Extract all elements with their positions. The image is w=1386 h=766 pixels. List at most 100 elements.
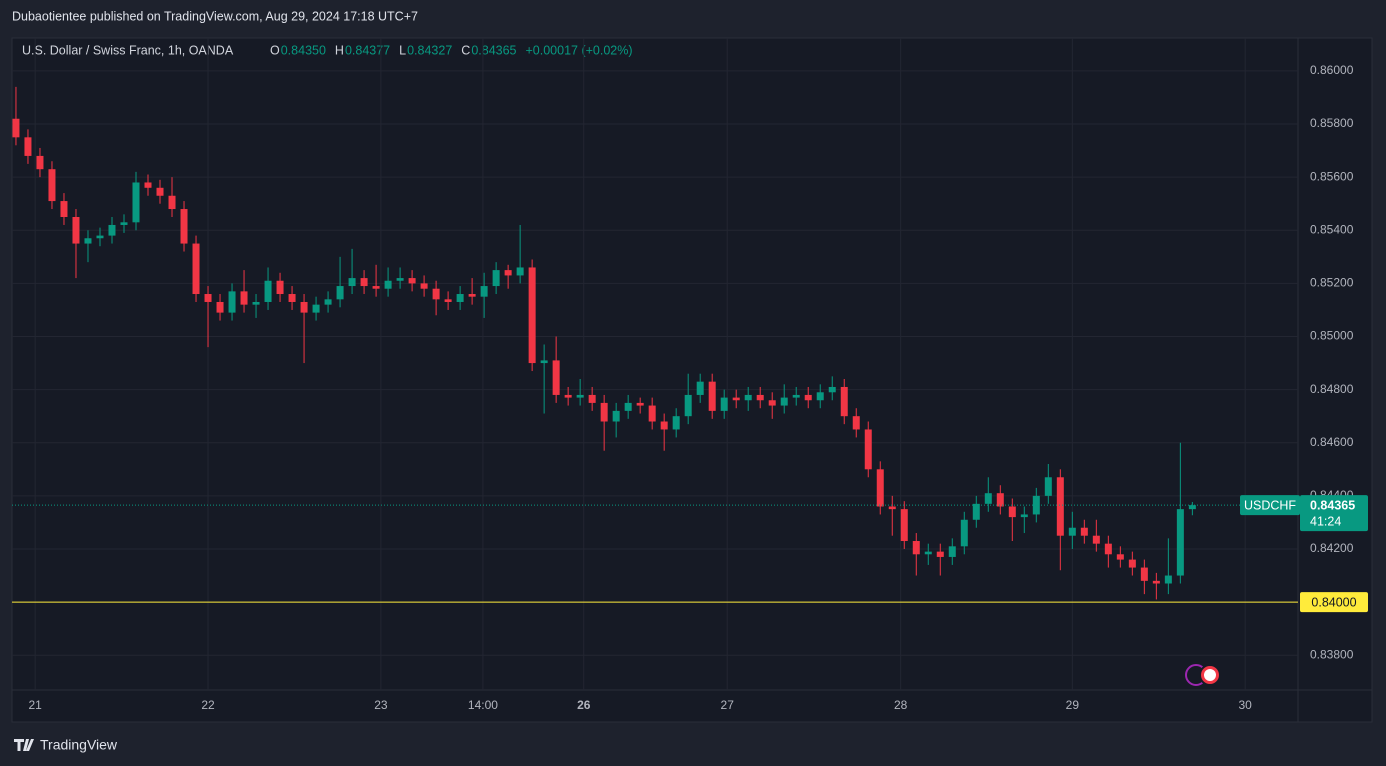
candle-body (252, 301, 260, 305)
y-tick-label: 0.83800 (1310, 647, 1354, 661)
candle-body (312, 304, 320, 313)
candle-body (360, 278, 368, 287)
candle-body (276, 280, 284, 295)
candle-body (1140, 567, 1148, 581)
y-tick-label: 0.84600 (1310, 435, 1354, 449)
y-tick-label: 0.86000 (1310, 63, 1354, 77)
candle-body (972, 503, 980, 520)
candle-body (792, 394, 800, 398)
candle-body (876, 469, 884, 507)
y-tick-label: 0.85400 (1310, 222, 1354, 236)
candle-body (1092, 535, 1100, 544)
x-tick-label: 22 (201, 698, 215, 712)
candle-body (756, 394, 764, 401)
candle-body (156, 187, 164, 196)
candle-body (264, 280, 272, 302)
candle-body (900, 509, 908, 542)
candle-body (60, 201, 68, 218)
last-price-label: 0.84365 (1310, 498, 1355, 512)
candle-body (708, 381, 716, 411)
candle-body (1128, 559, 1136, 568)
candle-body (804, 394, 812, 401)
candle-body (828, 386, 836, 393)
candle-body (108, 224, 116, 236)
symbol-label: USDCHF (1244, 498, 1296, 512)
candle-body (228, 291, 236, 313)
candle-body (600, 402, 608, 422)
candle-body (648, 405, 656, 422)
candle-body (624, 402, 632, 411)
candle-body (1188, 505, 1196, 510)
candle-body (180, 209, 188, 244)
candle-body (564, 394, 572, 398)
candle-body (468, 294, 476, 297)
legend-key: H (335, 43, 344, 57)
candle-body (372, 286, 380, 289)
candle-body (528, 267, 536, 364)
legend-key: C (461, 43, 470, 57)
candle-body (744, 394, 752, 401)
chart-panel (11, 37, 1373, 723)
candle-body (432, 288, 440, 300)
candle-body (1080, 527, 1088, 536)
candle-body (1176, 509, 1184, 576)
y-tick-label: 0.84800 (1310, 382, 1354, 396)
chart-title: U.S. Dollar / Swiss Franc, 1h, OANDA (22, 43, 234, 57)
candle-body (24, 137, 32, 156)
legend-key: L (399, 43, 406, 57)
x-tick-label: 21 (28, 698, 42, 712)
candle-body (612, 410, 620, 422)
candle-body (1032, 495, 1040, 515)
candle-body (636, 402, 644, 406)
candle-body (120, 222, 128, 225)
candle-body (420, 283, 428, 289)
candle-body (948, 546, 956, 557)
brand-logo (14, 739, 34, 751)
candle-body (720, 397, 728, 411)
y-tick-label: 0.85600 (1310, 169, 1354, 183)
candle-body (1044, 477, 1052, 496)
candle-body (888, 506, 896, 510)
candle-body (132, 182, 140, 223)
candle-body (540, 360, 548, 364)
candle-body (816, 392, 824, 401)
candle-body (840, 386, 848, 417)
x-tick-label: 27 (721, 698, 735, 712)
candle-body (324, 299, 332, 305)
y-tick-label: 0.85000 (1310, 329, 1354, 343)
published-note: Dubaotientee published on TradingView.co… (12, 9, 418, 23)
x-tick-label: 14:00 (468, 698, 498, 712)
candle-body (924, 551, 932, 555)
candle-body (396, 278, 404, 281)
legend-value: 0.84350 (281, 43, 326, 57)
symbol-tag (1240, 495, 1300, 516)
candle-body (732, 397, 740, 401)
x-tick-label: 26 (577, 698, 591, 712)
x-tick-label: 29 (1066, 698, 1080, 712)
candle-body (336, 286, 344, 300)
price-tag (1300, 495, 1368, 532)
candle-body (936, 551, 944, 557)
candle-body (1152, 580, 1160, 584)
flag-icon-inner (1204, 669, 1216, 681)
candle-body (216, 301, 224, 313)
candle-body (444, 299, 452, 302)
candle-body (768, 400, 776, 406)
y-tick-label: 0.85200 (1310, 276, 1354, 290)
candle-body (480, 286, 488, 297)
candle-body (696, 381, 704, 395)
legend-change: +0.00017 (+0.02%) (526, 43, 633, 57)
candle-body (504, 270, 512, 276)
x-tick-label: 28 (894, 698, 908, 712)
candle-body (288, 294, 296, 302)
candle-body (1116, 554, 1124, 560)
candle-body (384, 280, 392, 289)
candle-body (852, 416, 860, 430)
candle-body (300, 301, 308, 313)
candle-body (204, 294, 212, 302)
candle-body (780, 397, 788, 406)
candle-body (1164, 575, 1172, 584)
legend-key: O (270, 43, 280, 57)
